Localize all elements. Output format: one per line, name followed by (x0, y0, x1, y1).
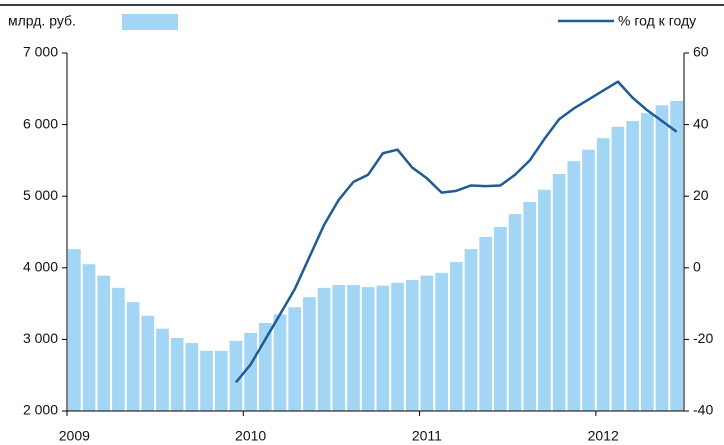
bar (391, 282, 404, 411)
bar (596, 138, 610, 412)
y2-tick-label: 60 (693, 44, 709, 60)
bar (523, 201, 537, 411)
bar (258, 322, 272, 411)
x-tick-label: 2010 (235, 428, 266, 444)
bar (611, 126, 625, 412)
bar (156, 328, 169, 411)
bar (626, 121, 639, 412)
bar (376, 285, 390, 411)
y2-tick-label: -40 (693, 402, 713, 418)
bar (552, 174, 566, 411)
y-tick-label: 6 000 (23, 115, 58, 131)
bar (640, 113, 654, 412)
bar (582, 149, 595, 411)
y2-tick-label: 40 (693, 115, 709, 131)
bar (405, 279, 419, 411)
y2-tick-label: 20 (693, 187, 709, 203)
bar (464, 249, 478, 411)
bar (655, 105, 669, 411)
legend-swatch (122, 14, 178, 30)
bar (185, 342, 199, 411)
bar (494, 226, 507, 411)
bar (112, 287, 125, 411)
x-tick-label: 2009 (59, 428, 90, 444)
y-tick-label: 7 000 (23, 44, 58, 60)
legend-label: млрд. руб. (8, 13, 76, 29)
y-tick-label: 2 000 (23, 402, 58, 418)
bar (229, 340, 243, 411)
y2-tick-label: -20 (693, 330, 713, 346)
bar (214, 350, 228, 411)
bar (273, 314, 287, 411)
y-tick-label: 5 000 (23, 187, 58, 203)
bar (479, 237, 493, 411)
bar (332, 284, 346, 411)
bar (347, 284, 360, 411)
x-tick-label: 2011 (412, 428, 442, 444)
bar (82, 264, 96, 411)
bar (244, 332, 257, 411)
bar (420, 275, 434, 411)
x-tick-label: 2012 (588, 428, 619, 444)
bar (449, 262, 463, 411)
legend-label: % год к году (618, 13, 696, 29)
bar (670, 100, 683, 412)
bar (68, 249, 81, 411)
bar (141, 315, 155, 411)
bar (97, 275, 111, 411)
bar (200, 350, 213, 411)
bar (538, 189, 551, 411)
bar (170, 337, 184, 411)
bar (126, 302, 140, 411)
y2-tick-label: 0 (693, 259, 701, 275)
bar (303, 297, 316, 411)
bar (435, 272, 448, 411)
bar (361, 287, 375, 411)
y-tick-label: 4 000 (23, 259, 58, 275)
bar (508, 214, 522, 411)
y-tick-label: 3 000 (23, 330, 58, 346)
bar (567, 161, 581, 411)
bar (288, 307, 302, 411)
bar (317, 287, 331, 411)
line (234, 80, 678, 384)
